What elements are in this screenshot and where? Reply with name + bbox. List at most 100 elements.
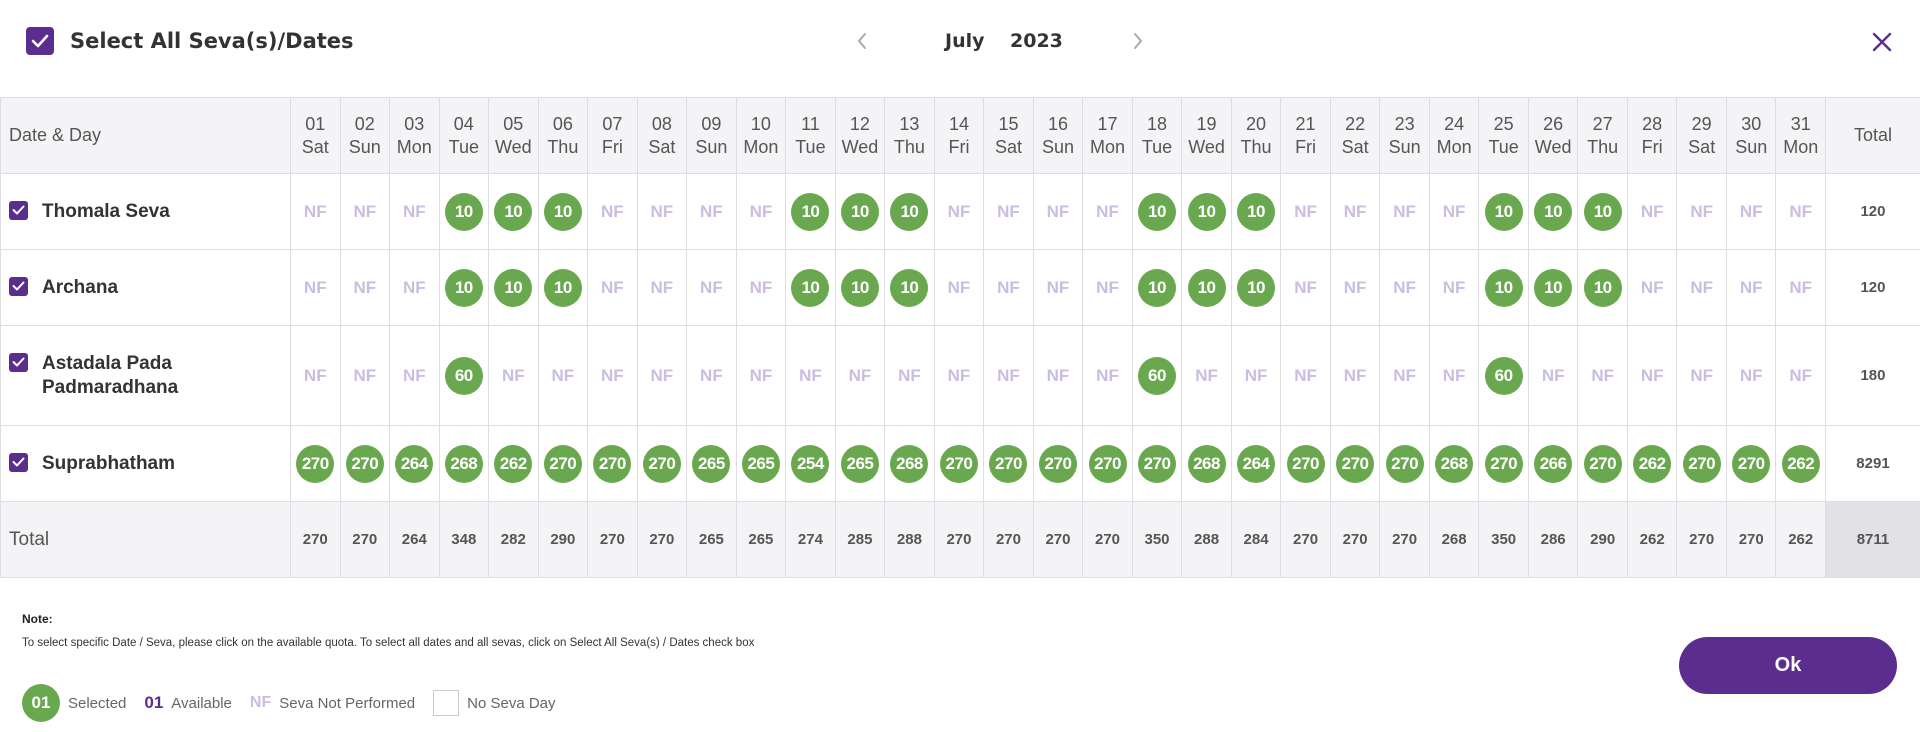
close-icon[interactable] bbox=[1868, 28, 1896, 56]
date-number: 13 bbox=[899, 113, 920, 134]
day-name: Tue bbox=[1141, 136, 1173, 157]
selected-quota-pill[interactable]: 10 bbox=[543, 268, 582, 307]
selected-quota-pill[interactable]: 10 bbox=[1534, 192, 1573, 231]
date-header-19: 19 Wed bbox=[1181, 97, 1232, 174]
chevron-left-icon[interactable] bbox=[850, 29, 874, 53]
date-number: 16 bbox=[1047, 113, 1068, 134]
selected-quota-pill[interactable]: 270 bbox=[939, 444, 978, 483]
selected-quota-pill[interactable]: 270 bbox=[1732, 444, 1771, 483]
selected-quota-pill[interactable]: 10 bbox=[1138, 192, 1177, 231]
selected-quota-pill[interactable]: 10 bbox=[840, 268, 879, 307]
legend-no-seva-label: No Seva Day bbox=[467, 694, 556, 712]
selected-quota-pill[interactable]: 268 bbox=[1187, 444, 1226, 483]
selected-quota-pill[interactable]: 10 bbox=[890, 268, 929, 307]
selected-quota-pill[interactable]: 10 bbox=[494, 268, 533, 307]
selected-quota-pill[interactable]: 254 bbox=[791, 444, 830, 483]
selected-quota-pill[interactable]: 10 bbox=[543, 192, 582, 231]
selected-quota-pill[interactable]: 60 bbox=[1138, 356, 1177, 395]
day-name: Sun bbox=[1735, 136, 1768, 157]
selected-quota-pill[interactable]: 10 bbox=[1187, 192, 1226, 231]
quota-cell: 10 bbox=[1181, 249, 1232, 326]
selected-quota-pill[interactable]: 10 bbox=[494, 192, 533, 231]
selected-quota-pill[interactable]: 10 bbox=[791, 192, 830, 231]
selected-quota-pill[interactable]: 10 bbox=[1237, 192, 1276, 231]
day-total: 348 bbox=[438, 501, 490, 578]
seva-name-wrap: Astadala Pada Padmaradhana bbox=[9, 352, 290, 400]
selected-quota-pill[interactable]: 264 bbox=[1237, 444, 1276, 483]
selected-quota-pill[interactable]: 268 bbox=[1435, 444, 1474, 483]
selected-quota-pill[interactable]: 10 bbox=[444, 192, 483, 231]
select-all-checkbox[interactable]: Select All Seva(s)/Dates bbox=[26, 27, 354, 55]
selected-quota-pill[interactable]: 262 bbox=[1781, 444, 1820, 483]
selected-quota-pill[interactable]: 10 bbox=[1583, 192, 1622, 231]
note-title: Note: bbox=[22, 612, 53, 626]
selected-quota-pill[interactable]: 268 bbox=[444, 444, 483, 483]
quota-cell: 266 bbox=[1527, 425, 1579, 502]
month-navigator: July 2023 bbox=[850, 26, 1150, 58]
selected-quota-pill[interactable]: 270 bbox=[1286, 444, 1325, 483]
quota-cell: 264 bbox=[1230, 425, 1282, 502]
selected-quota-pill[interactable]: 262 bbox=[494, 444, 533, 483]
selected-quota-pill[interactable]: 270 bbox=[543, 444, 582, 483]
quota-cell: NF bbox=[636, 249, 688, 326]
selected-quota-pill[interactable]: 10 bbox=[1138, 268, 1177, 307]
seva-checkbox[interactable] bbox=[9, 276, 28, 296]
selected-quota-pill[interactable]: 265 bbox=[692, 444, 731, 483]
selected-quota-pill[interactable]: 270 bbox=[1682, 444, 1721, 483]
selected-quota-pill[interactable]: 10 bbox=[791, 268, 830, 307]
selected-quota-pill[interactable]: 270 bbox=[593, 444, 632, 483]
quota-cell: NF bbox=[1082, 325, 1133, 426]
seva-not-performed: NF bbox=[501, 365, 525, 385]
quota-cell: 270 bbox=[1478, 425, 1529, 502]
selected-quota-pill[interactable]: 10 bbox=[840, 192, 879, 231]
quota-cell: 270 bbox=[1676, 425, 1727, 502]
day-total: 285 bbox=[834, 501, 886, 578]
selected-quota-pill[interactable]: 10 bbox=[1484, 268, 1523, 307]
selected-quota-pill[interactable]: 10 bbox=[890, 192, 929, 231]
chevron-right-icon[interactable] bbox=[1126, 29, 1150, 53]
seva-not-performed: NF bbox=[402, 277, 426, 297]
selected-quota-pill[interactable]: 270 bbox=[1484, 444, 1523, 483]
selected-quota-pill[interactable]: 10 bbox=[1187, 268, 1226, 307]
select-all-label[interactable]: Select All Seva(s)/Dates bbox=[70, 29, 354, 53]
selected-quota-pill[interactable]: 10 bbox=[1583, 268, 1622, 307]
selected-quota-pill[interactable]: 270 bbox=[1385, 444, 1424, 483]
selected-quota-pill[interactable]: 266 bbox=[1534, 444, 1573, 483]
selected-quota-pill[interactable]: 270 bbox=[642, 444, 681, 483]
selected-quota-pill[interactable]: 10 bbox=[1237, 268, 1276, 307]
selected-quota-pill[interactable]: 270 bbox=[1038, 444, 1077, 483]
selected-quota-pill[interactable]: 270 bbox=[1583, 444, 1622, 483]
seva-checkbox[interactable] bbox=[9, 200, 28, 220]
selected-quota-pill[interactable]: 60 bbox=[1484, 356, 1523, 395]
selected-quota-pill[interactable]: 265 bbox=[840, 444, 879, 483]
selected-quota-pill[interactable]: 10 bbox=[1484, 192, 1523, 231]
seva-not-performed: NF bbox=[303, 365, 327, 385]
date-header-15: 15 Sat bbox=[983, 97, 1034, 174]
seva-checkbox[interactable] bbox=[9, 352, 28, 372]
selected-quota-pill[interactable]: 270 bbox=[296, 444, 335, 483]
quota-cell: NF bbox=[1676, 325, 1727, 426]
seva-checkbox[interactable] bbox=[9, 452, 28, 472]
selected-quota-pill[interactable]: 264 bbox=[395, 444, 434, 483]
date-header-01: 01 Sat bbox=[290, 97, 341, 174]
seva-not-performed: NF bbox=[402, 201, 426, 221]
selected-quota-pill[interactable]: 265 bbox=[741, 444, 780, 483]
date-header-08: 08 Sat bbox=[636, 97, 688, 174]
checkbox-checked-icon[interactable] bbox=[26, 27, 54, 55]
selected-quota-pill[interactable]: 268 bbox=[890, 444, 929, 483]
selected-quota-pill[interactable]: 270 bbox=[1336, 444, 1375, 483]
quota-cell: 270 bbox=[1131, 425, 1183, 502]
selected-quota-pill[interactable]: 10 bbox=[1534, 268, 1573, 307]
selected-quota-pill[interactable]: 10 bbox=[444, 268, 483, 307]
selected-quota-pill[interactable]: 270 bbox=[1138, 444, 1177, 483]
ok-button[interactable]: Ok bbox=[1679, 637, 1897, 694]
quota-cell: 10 bbox=[1478, 173, 1529, 250]
selected-quota-pill[interactable]: 262 bbox=[1633, 444, 1672, 483]
quota-cell: NF bbox=[686, 325, 737, 426]
selected-quota-pill[interactable]: 270 bbox=[989, 444, 1028, 483]
selected-quota-pill[interactable]: 60 bbox=[444, 356, 483, 395]
selected-quota-pill[interactable]: 270 bbox=[1088, 444, 1127, 483]
selected-quota-pill[interactable]: 270 bbox=[345, 444, 384, 483]
date-header-14: 14 Fri bbox=[933, 97, 985, 174]
seva-row: Suprabhatham 270 270 264 268 262 270 270 270 265 2… bbox=[0, 425, 1920, 502]
